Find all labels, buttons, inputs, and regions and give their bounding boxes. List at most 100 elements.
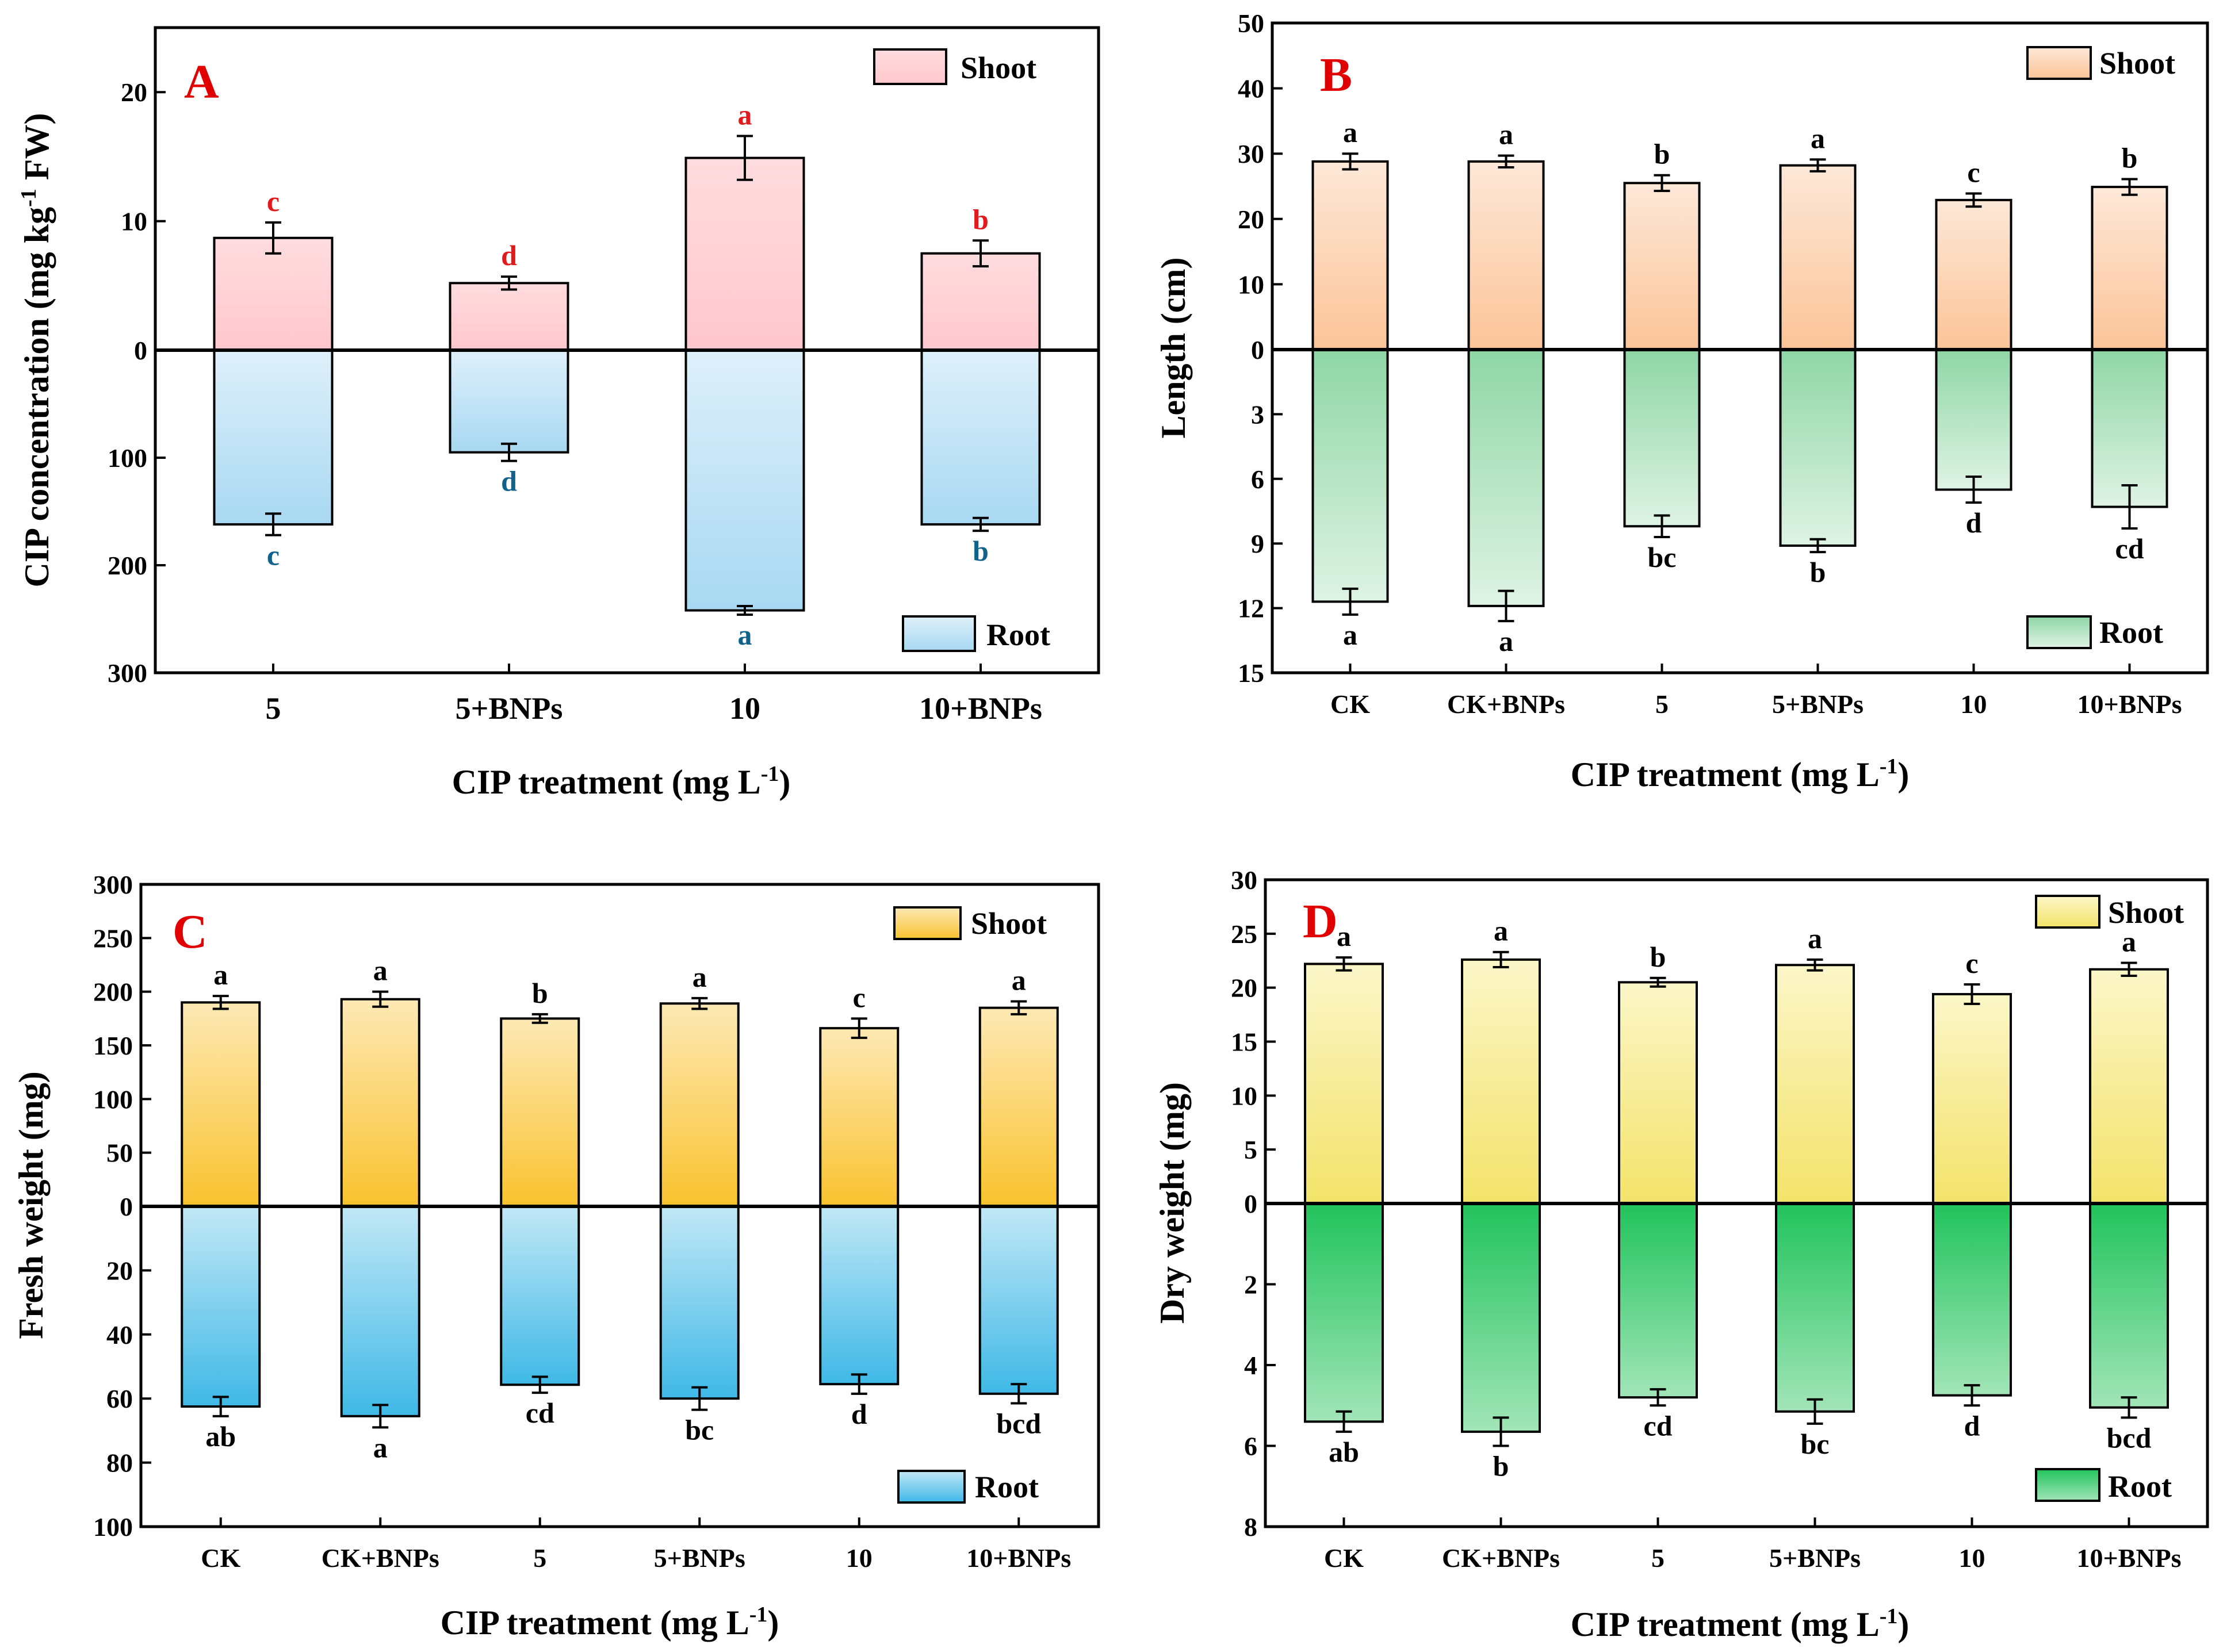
error-bar-root xyxy=(2121,484,2138,530)
significance-label-shoot: a xyxy=(1012,964,1026,996)
legend-root-B: Root xyxy=(2026,615,2163,650)
x-axis-label-B: CIP treatment (mg L-1) xyxy=(1571,754,1910,794)
x-tick-label: 5 xyxy=(533,1543,546,1573)
x-tick-label: CK+BNPs xyxy=(1442,1543,1560,1573)
significance-label-shoot: b xyxy=(1650,941,1666,973)
panel-C: 05010015020025030020406080100CKaabCK+BNP… xyxy=(12,870,1100,1642)
legend-label-shoot: Shoot xyxy=(2108,895,2184,930)
error-bar-shoot xyxy=(737,135,753,181)
x-axis-label-A: CIP treatment (mg L-1) xyxy=(452,762,791,801)
bar-root xyxy=(181,1205,261,1408)
error-bar-shoot xyxy=(851,1017,867,1039)
significance-label-shoot: a xyxy=(1808,922,1822,955)
legend-swatch-shoot xyxy=(2035,895,2100,929)
y-tick-label: 0 xyxy=(1244,1189,1257,1218)
panel-letter-A: A xyxy=(184,55,219,109)
error-bar-shoot xyxy=(1011,1000,1027,1015)
bar-shoot xyxy=(2089,968,2169,1205)
bar-shoot xyxy=(1935,198,2012,351)
y-tick-label: 0 xyxy=(1251,335,1264,365)
significance-label-shoot: c xyxy=(267,185,280,217)
bar-root xyxy=(1779,348,1857,547)
significance-label-root: b xyxy=(1810,556,1826,588)
error-bar-root xyxy=(1654,514,1670,538)
legend-root-C: Root xyxy=(897,1470,1039,1504)
x-tick-label: 10 xyxy=(1959,1543,1985,1573)
bar-root xyxy=(1311,348,1389,603)
y-tick-label: 40 xyxy=(1238,74,1264,104)
y-tick-label: 200 xyxy=(93,978,133,1007)
y-tick-label: 20 xyxy=(1231,973,1257,1003)
significance-label-shoot: a xyxy=(738,98,752,131)
error-bar-root xyxy=(531,1375,548,1394)
error-bar-shoot xyxy=(372,990,389,1008)
significance-label-root: cd xyxy=(1644,1409,1673,1442)
y-tick-label: 250 xyxy=(93,923,133,953)
error-bar-shoot xyxy=(531,1013,548,1024)
significance-label-root: a xyxy=(738,619,752,651)
x-tick-label: 10 xyxy=(1961,689,1987,719)
significance-label-root: b xyxy=(1493,1450,1509,1482)
bar-root xyxy=(1935,348,2012,491)
y-tick-label: 300 xyxy=(93,870,133,899)
significance-label-root: a xyxy=(1499,625,1513,657)
error-bar-root xyxy=(691,1386,708,1411)
x-tick-label: CK xyxy=(201,1543,240,1573)
legend-root-A: Root xyxy=(902,615,1050,652)
bar-root xyxy=(1461,1202,1541,1433)
bar-shoot xyxy=(1932,992,2012,1205)
significance-label-root: bc xyxy=(685,1414,714,1446)
error-bar-shoot xyxy=(1964,983,1980,1005)
y-tick-label: 20 xyxy=(121,78,147,107)
significance-label-root: d xyxy=(1964,1409,1980,1442)
bar-shoot xyxy=(181,1001,261,1208)
legend-shoot-C: Shoot xyxy=(893,906,1047,941)
bar-root xyxy=(1618,1202,1698,1399)
y-tick-label: 100 xyxy=(108,443,147,473)
y-tick-label: 300 xyxy=(108,658,147,688)
legend-label-shoot: Shoot xyxy=(961,51,1036,85)
significance-label-root: d xyxy=(1966,507,1982,539)
x-tick-label: 10+BNPs xyxy=(966,1543,1071,1573)
y-tick-label: 200 xyxy=(108,551,147,580)
error-bar-root xyxy=(737,605,753,616)
panel-A: 0 10 20 100 200 300 5 c c 5+BNPs d d 10 a a 10+BNPs b b A… xyxy=(17,26,1100,801)
panel-D: 0510152025302468CKaabCK+BNPsab5bcd5+BNPs… xyxy=(1153,865,2209,1643)
legend-swatch-shoot xyxy=(2026,46,2092,80)
significance-label-root: ab xyxy=(1329,1436,1359,1468)
bar-shoot xyxy=(659,1002,740,1208)
error-bar-shoot xyxy=(1342,152,1359,171)
y-tick-label: 6 xyxy=(1251,465,1264,494)
significance-label-shoot: a xyxy=(1343,116,1357,148)
significance-label-shoot: a xyxy=(1499,118,1513,151)
y-tick-label: 100 xyxy=(93,1084,133,1114)
x-axis-label-D: CIP treatment (mg L-1) xyxy=(1571,1604,1910,1643)
y-tick-label: 4 xyxy=(1244,1351,1257,1380)
bar-shoot xyxy=(1304,963,1384,1205)
significance-label-shoot: c xyxy=(1965,947,1978,979)
significance-label-shoot: b xyxy=(1654,138,1670,170)
y-tick-label: 50 xyxy=(1238,9,1264,38)
bar-root xyxy=(684,349,805,612)
x-tick-label: 5+BNPs xyxy=(654,1543,745,1573)
significance-label-root: ab xyxy=(205,1420,236,1452)
significance-label-shoot: a xyxy=(213,959,228,991)
bar-root xyxy=(1304,1202,1384,1423)
bar-shoot xyxy=(819,1027,900,1208)
bar-root xyxy=(449,349,569,454)
bar-shoot xyxy=(2091,186,2168,351)
y-tick-label: 3 xyxy=(1251,400,1264,429)
y-tick-label: 10 xyxy=(1231,1081,1257,1110)
y-tick-label: 9 xyxy=(1251,529,1264,558)
x-tick-label: 5 xyxy=(1655,689,1669,719)
y-tick-label: 50 xyxy=(106,1139,133,1168)
legend-swatch-shoot xyxy=(873,48,947,85)
y-tick-label: 100 xyxy=(93,1512,133,1542)
y-axis-label-C: Fresh weight (mg) xyxy=(12,1071,50,1339)
significance-label-shoot: b xyxy=(973,203,989,235)
significance-label-root: bcd xyxy=(2107,1421,2152,1454)
significance-label-shoot: a xyxy=(1337,920,1351,952)
panel-B: 010203040503691215CKaaCK+BNPsaa5bbc5+BNP… xyxy=(1154,9,2209,794)
bar-shoot xyxy=(1618,981,1698,1205)
